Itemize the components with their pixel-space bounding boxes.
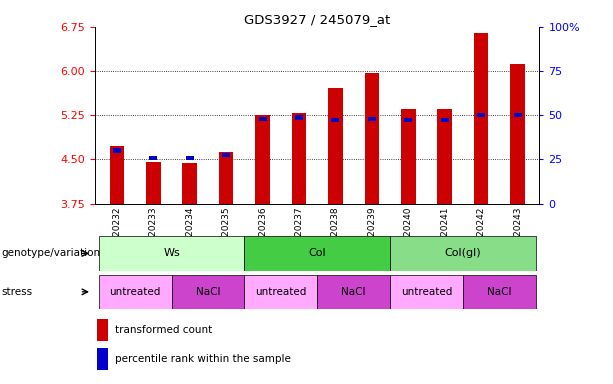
- Text: untreated: untreated: [255, 287, 306, 297]
- Bar: [292, 113, 306, 204]
- Bar: [318, 275, 390, 309]
- Bar: [113, 149, 121, 152]
- Bar: [99, 275, 172, 309]
- Bar: [183, 164, 197, 204]
- Bar: [245, 275, 318, 309]
- Text: Ws: Ws: [163, 248, 180, 258]
- Bar: [259, 117, 267, 121]
- Bar: [219, 152, 234, 204]
- Text: untreated: untreated: [109, 287, 161, 297]
- Bar: [390, 275, 463, 309]
- Text: stress: stress: [2, 287, 33, 297]
- Bar: [97, 348, 109, 369]
- Bar: [390, 236, 536, 271]
- Bar: [463, 275, 536, 309]
- Bar: [405, 118, 413, 122]
- Title: GDS3927 / 245079_at: GDS3927 / 245079_at: [244, 13, 390, 26]
- Bar: [474, 33, 489, 204]
- Bar: [365, 73, 379, 204]
- Bar: [510, 64, 525, 204]
- Bar: [295, 116, 303, 120]
- Bar: [401, 109, 416, 204]
- Text: genotype/variation: genotype/variation: [2, 248, 101, 258]
- Bar: [514, 113, 522, 117]
- Text: NaCl: NaCl: [487, 287, 512, 297]
- Bar: [186, 156, 194, 160]
- Text: Col: Col: [308, 248, 326, 258]
- Bar: [332, 118, 340, 122]
- Bar: [97, 319, 109, 341]
- Text: Col(gl): Col(gl): [444, 248, 481, 258]
- Bar: [255, 115, 270, 204]
- Bar: [222, 152, 230, 157]
- Text: NaCl: NaCl: [341, 287, 366, 297]
- Text: untreated: untreated: [401, 287, 452, 297]
- Bar: [368, 117, 376, 121]
- Bar: [110, 146, 124, 204]
- Text: percentile rank within the sample: percentile rank within the sample: [115, 354, 291, 364]
- Bar: [245, 236, 390, 271]
- Text: NaCl: NaCl: [196, 287, 220, 297]
- Bar: [172, 275, 245, 309]
- Bar: [328, 88, 343, 204]
- Bar: [438, 109, 452, 204]
- Bar: [477, 113, 485, 117]
- Bar: [146, 162, 161, 204]
- Text: transformed count: transformed count: [115, 325, 212, 335]
- Bar: [150, 156, 158, 160]
- Bar: [99, 236, 245, 271]
- Bar: [441, 118, 449, 122]
